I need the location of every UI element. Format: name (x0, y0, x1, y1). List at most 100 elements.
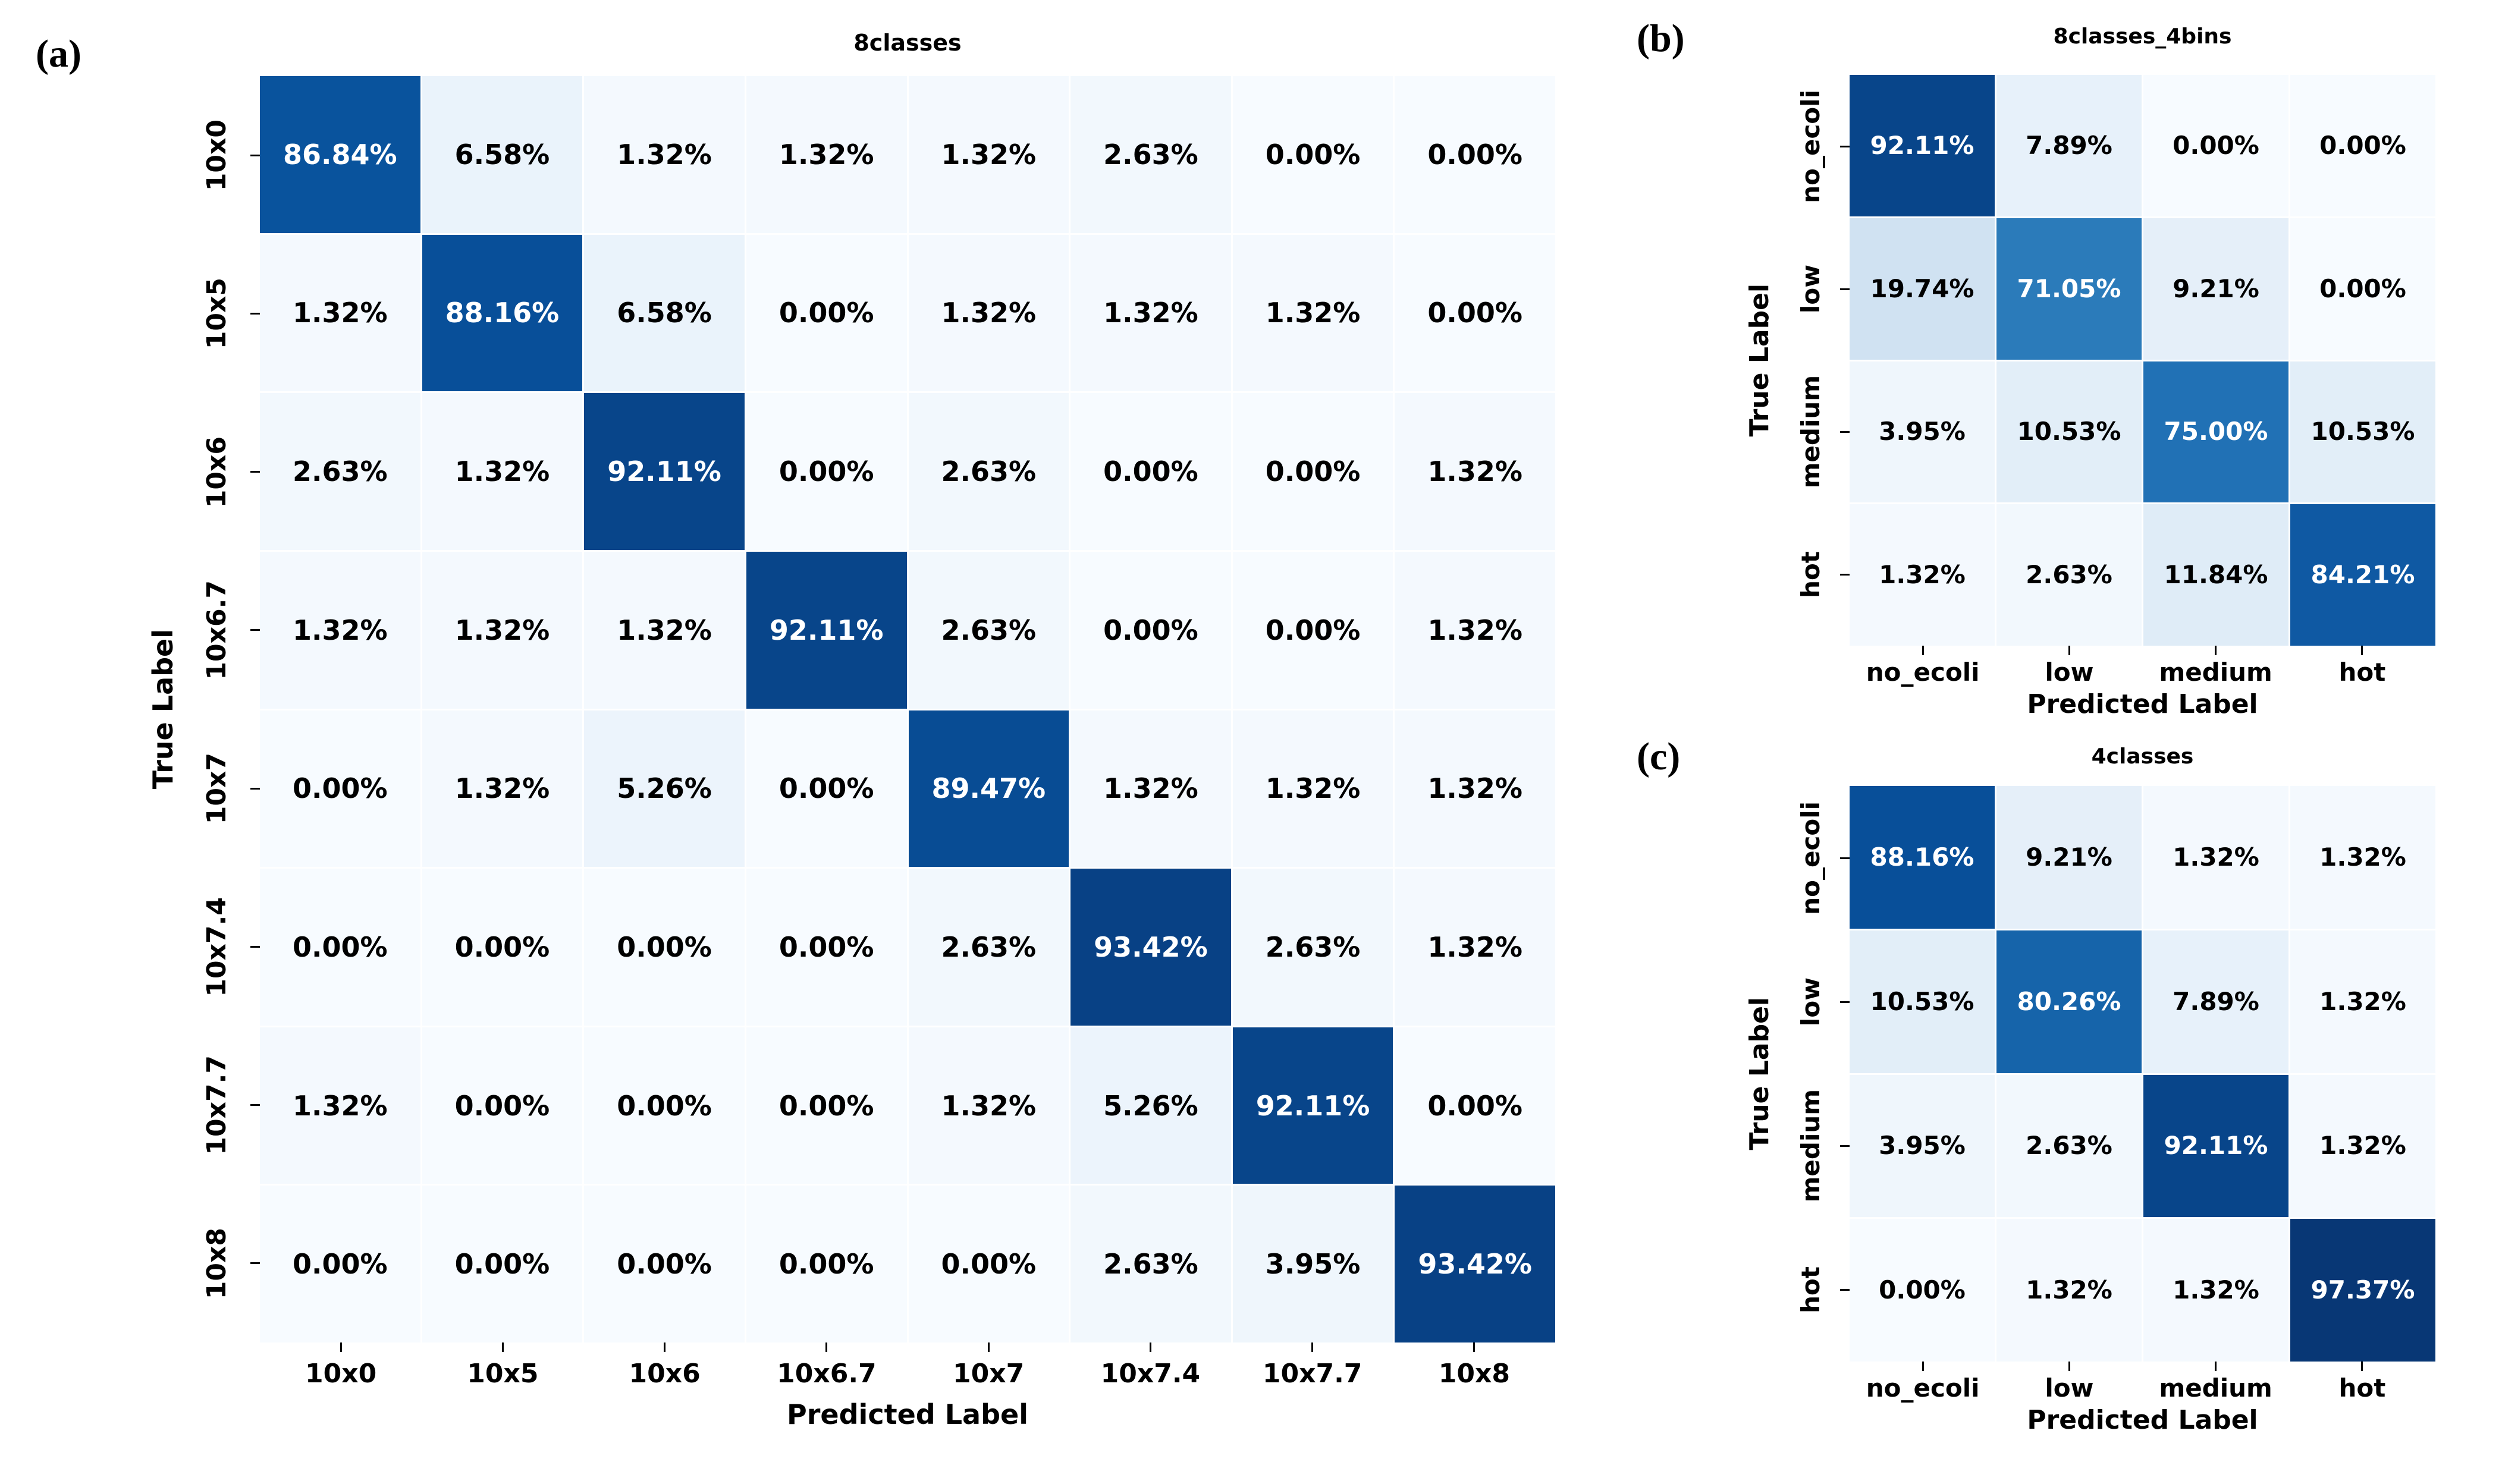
heatmap-cell: 93.42% (1395, 1186, 1555, 1342)
heatmap-cell: 0.00% (422, 869, 583, 1026)
x-axis-tick (825, 1342, 828, 1352)
x-tick-label: 10x6 (629, 1359, 701, 1389)
heatmap-cell: 11.84% (2143, 504, 2288, 646)
panel-a-y-tick-labels: 10x0 10x5 10x6 10x6.7 10x7 10x7.4 10x7.7 10x8 (187, 76, 246, 1342)
heatmap-cell: 0.00% (1071, 551, 1231, 709)
panel-a-x-tick-labels: 10x0 10x5 10x6 10x6.7 10x7 10x7.4 10x7.7 10x8 (260, 1359, 1555, 1389)
panel-c-x-axis-label: Predicted Label (2027, 1405, 2258, 1435)
x-axis-tick (1473, 1342, 1476, 1352)
heatmap-cell: 2.63% (1232, 869, 1393, 1026)
panel-b-y-axis-label-text: True Label (1744, 284, 1775, 437)
heatmap-cell: 2.63% (260, 393, 420, 550)
x-tick-label: 10x7 (953, 1359, 1025, 1389)
x-tick-label: low (2045, 1373, 2094, 1403)
y-tick-label: medium (1795, 375, 1825, 489)
y-axis-tick (250, 312, 260, 315)
x-axis-tick (340, 1342, 342, 1352)
heatmap-cell: 1.32% (2290, 786, 2435, 929)
heatmap-cell: 1.32% (584, 551, 745, 709)
y-axis-tick (1840, 145, 1850, 147)
x-tick-label: 10x5 (467, 1359, 539, 1389)
y-tick-label: 10x6 (201, 436, 232, 508)
y-axis-tick (250, 1104, 260, 1106)
heatmap-cell: 10.53% (2290, 361, 2435, 503)
y-tick-label: 10x5 (201, 278, 232, 350)
panel-b-x-axis-label: Predicted Label (2027, 689, 2258, 719)
panel-b-y-axis-label: True Label (1741, 75, 1777, 646)
heatmap-cell: 0.00% (260, 1186, 420, 1342)
x-tick-label: 10x6.7 (777, 1359, 877, 1389)
heatmap-cell: 0.00% (1232, 393, 1393, 550)
x-tick-label: 10x0 (305, 1359, 377, 1389)
heatmap-cell: 1.32% (422, 551, 583, 709)
heatmap-cell: 1.32% (2290, 930, 2435, 1073)
x-axis-tick (1149, 1342, 1151, 1352)
y-tick-label: 10x8 (201, 1227, 232, 1299)
x-axis-tick (2068, 646, 2070, 655)
x-tick-label: medium (2159, 1373, 2272, 1403)
panel-a-heatmap: 86.84% 6.58% 1.32% 1.32% 1.32% 2.63% 0.00% 0.00… (260, 76, 1555, 1342)
panel-a-title: 8classes (853, 30, 962, 56)
heatmap-cell: 1.32% (1395, 393, 1555, 550)
x-tick-label: hot (2338, 1373, 2386, 1403)
x-axis-tick (2215, 646, 2217, 655)
panel-b-heatmap: 92.11% 7.89% 0.00% 0.00% 19.74% 71.05% 9.21% 0.… (1850, 75, 2435, 646)
panel-c-y-tick-labels: no_ecoli low medium hot (1783, 786, 1838, 1362)
heatmap-cell: 1.32% (1395, 869, 1555, 1026)
y-tick-label: 10x0 (201, 120, 232, 191)
y-axis-tick (250, 945, 260, 948)
panel-a-tag: (a) (36, 32, 81, 76)
x-tick-label: medium (2159, 658, 2272, 687)
heatmap-cell: 1.32% (1232, 234, 1393, 392)
x-tick-label: 10x7.4 (1100, 1359, 1201, 1389)
heatmap-cell: 3.95% (1850, 361, 1995, 503)
x-tick-label: 10x8 (1438, 1359, 1510, 1389)
panel-b-y-ticks (1835, 75, 1850, 646)
heatmap-cell: 7.89% (1996, 75, 2142, 216)
panel-b-x-tick-labels: no_ecoli low medium hot (1850, 658, 2435, 687)
heatmap-cell: 0.00% (584, 1186, 745, 1342)
heatmap-cell: 1.32% (1395, 551, 1555, 709)
panel-c-y-ticks (1835, 786, 1850, 1362)
y-tick-label: low (1795, 264, 1825, 314)
panel-a-x-ticks (260, 1342, 1555, 1354)
y-tick-label: no_ecoli (1795, 89, 1825, 203)
panel-a-y-axis-label-text: True Label (147, 629, 179, 790)
heatmap-cell: 0.00% (746, 393, 907, 550)
y-tick-label: 10x7.4 (201, 897, 232, 997)
heatmap-cell: 1.32% (1232, 710, 1393, 867)
heatmap-cell: 92.11% (2143, 1074, 2288, 1218)
heatmap-cell: 0.00% (584, 1027, 745, 1184)
y-axis-tick (250, 787, 260, 790)
heatmap-cell: 1.32% (2143, 786, 2288, 929)
panel-a-y-ticks (246, 76, 260, 1342)
y-axis-tick (250, 154, 260, 156)
heatmap-cell: 0.00% (422, 1027, 583, 1184)
y-axis-tick (250, 1262, 260, 1265)
panel-c-tag: (c) (1637, 735, 1681, 778)
heatmap-cell: 1.32% (584, 76, 745, 233)
y-tick-label: 10x6.7 (201, 580, 232, 680)
panel-b-title: 8classes_4bins (2053, 24, 2232, 49)
heatmap-cell: 0.00% (1232, 76, 1393, 233)
heatmap-cell: 2.63% (908, 393, 1069, 550)
x-axis-tick (1922, 646, 1924, 655)
heatmap-cell: 93.42% (1071, 869, 1231, 1026)
heatmap-cell: 0.00% (746, 710, 907, 867)
y-tick-label: 10x7.7 (201, 1055, 232, 1155)
panel-c-title: 4classes (2091, 744, 2194, 769)
y-tick-label: 10x7 (201, 753, 232, 825)
panel-c-x-ticks (1850, 1362, 2435, 1372)
x-tick-label: low (2045, 658, 2094, 687)
y-tick-label: hot (1795, 551, 1825, 598)
heatmap-cell: 9.21% (2143, 218, 2288, 360)
heatmap-cell: 5.26% (584, 710, 745, 867)
heatmap-cell: 1.32% (260, 234, 420, 392)
heatmap-cell: 1.32% (908, 76, 1069, 233)
x-axis-tick (987, 1342, 990, 1352)
heatmap-cell: 0.00% (2290, 75, 2435, 216)
x-axis-tick (1311, 1342, 1314, 1352)
heatmap-cell: 88.16% (1850, 786, 1995, 929)
x-axis-tick (2361, 646, 2363, 655)
